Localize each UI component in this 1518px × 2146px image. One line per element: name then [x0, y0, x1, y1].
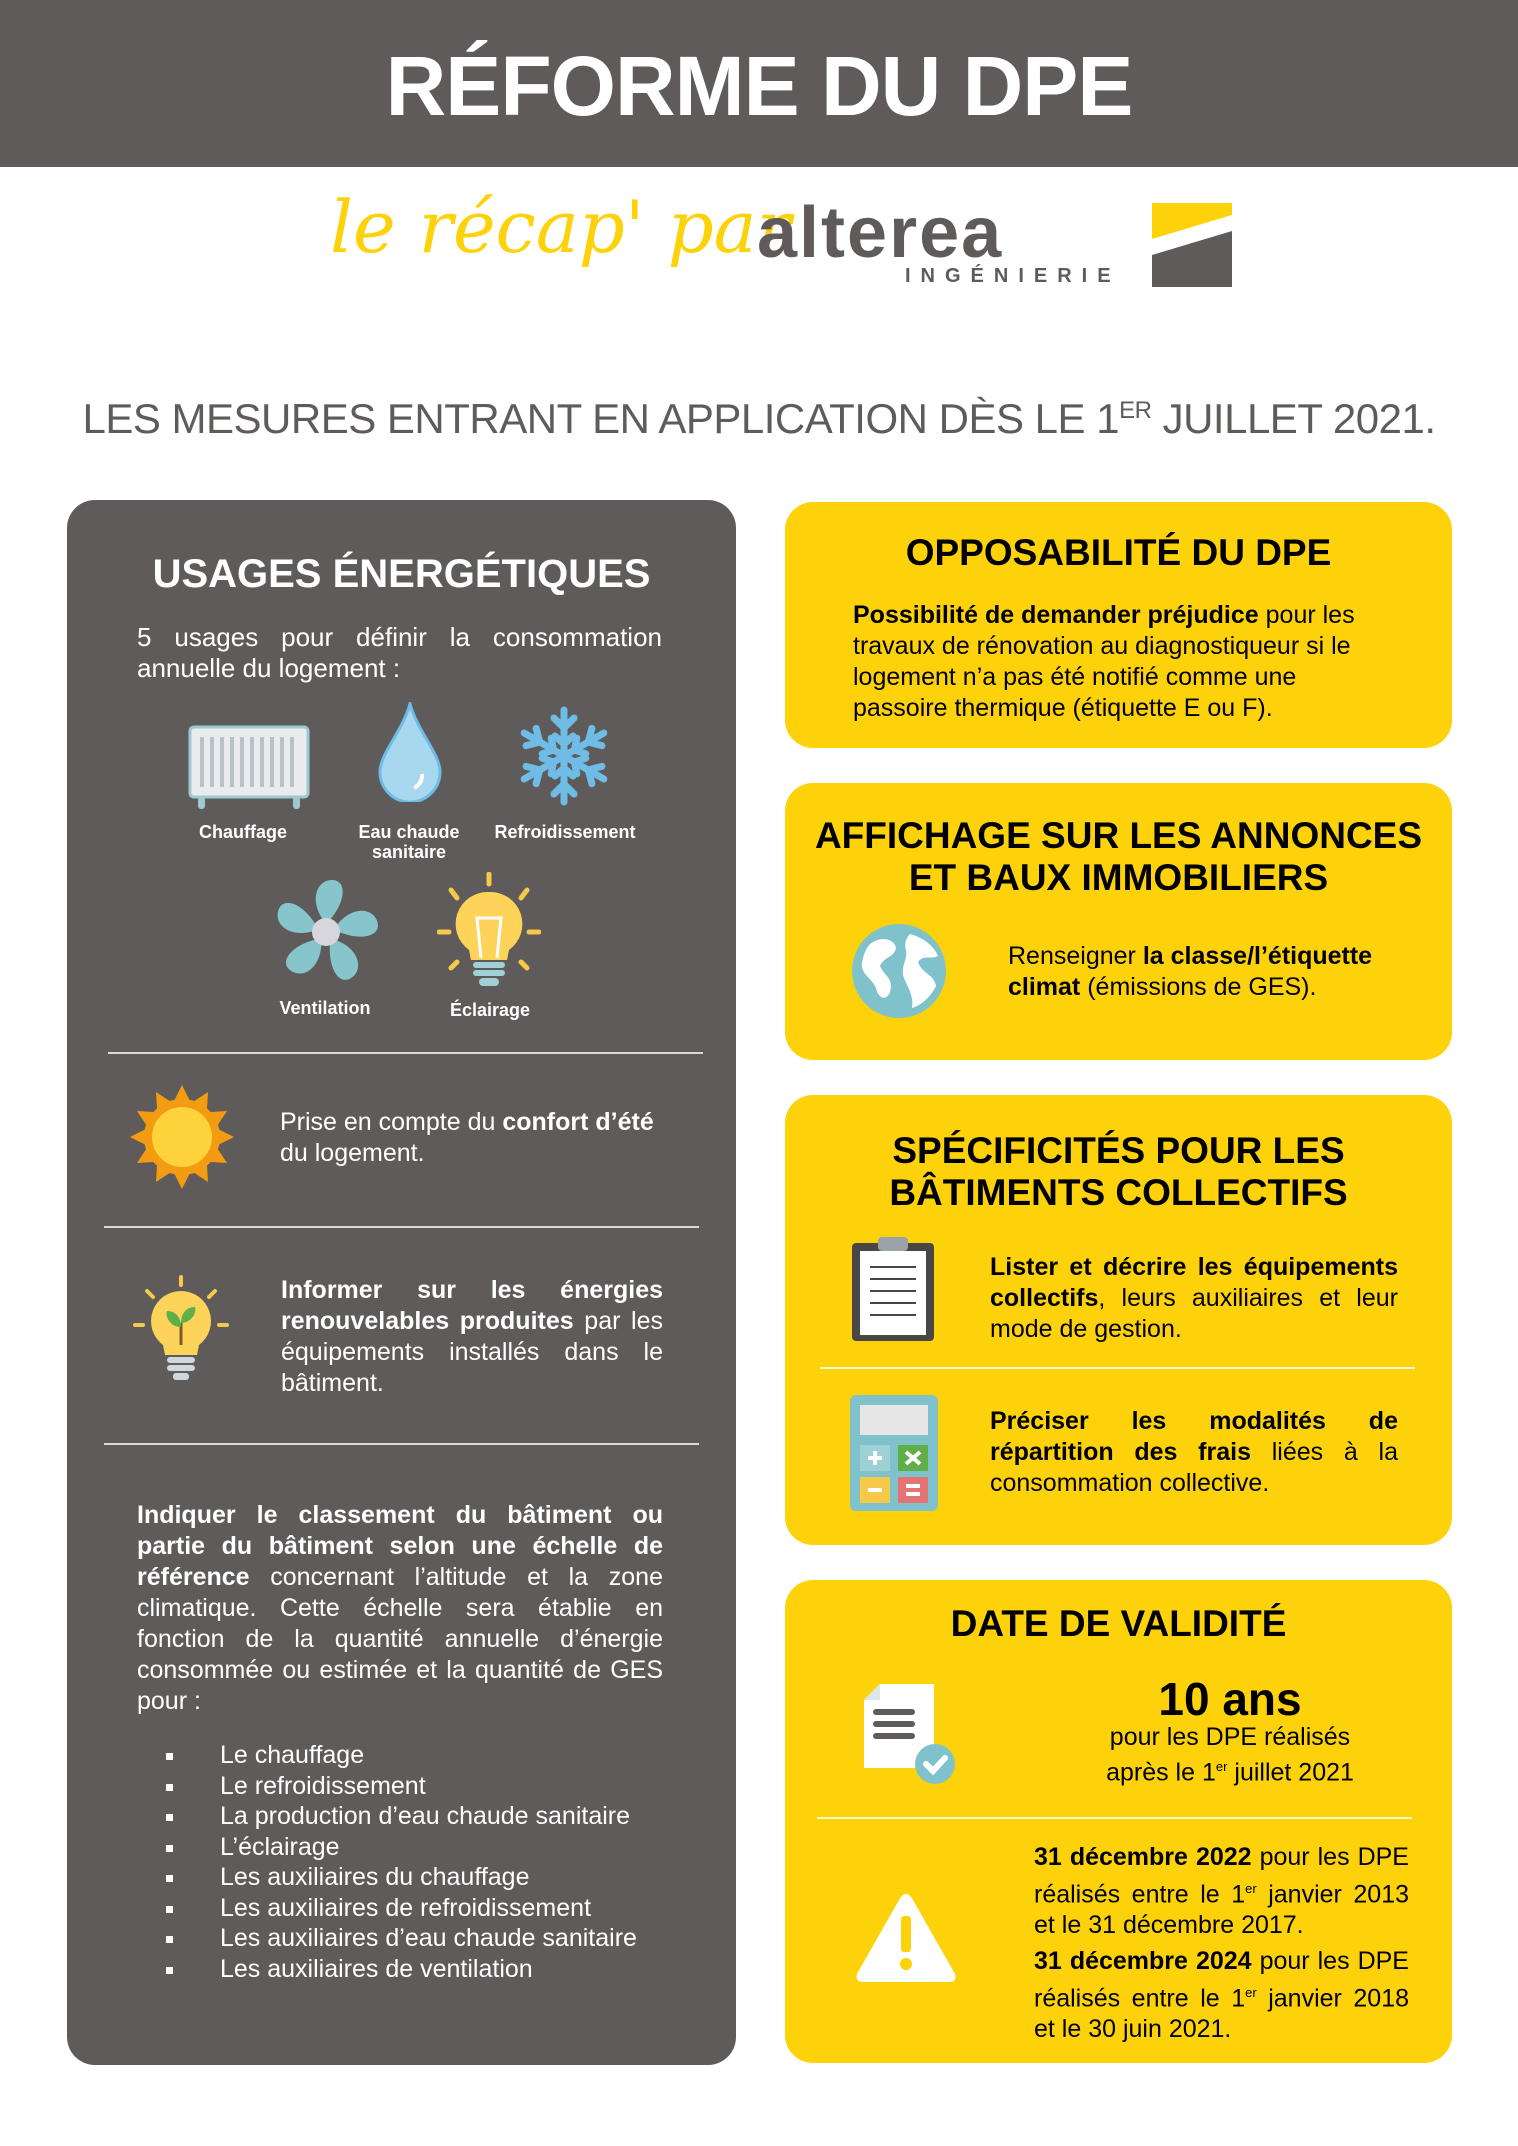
validite-title: DATE DE VALIDITÉ	[950, 1603, 1287, 1644]
validite-d1: 31 décembre 2022 pour les DPE réalisés e…	[1034, 1842, 1409, 1941]
divider	[820, 1367, 1415, 1369]
validite-line2: après le 1er juillet 2021	[1030, 1752, 1430, 1787]
opposabilite-bold: Possibilité de demander préjudice	[853, 601, 1259, 629]
fan-icon	[273, 880, 380, 984]
water-drop-icon	[378, 702, 442, 802]
page-title: RÉFORME DU DPE	[385, 39, 1134, 133]
affichage-title-line1: AFFICHAGE SUR LES ANNONCES	[814, 815, 1423, 856]
usage-label-chauffage: Chauffage	[198, 822, 287, 842]
header-bar	[0, 0, 1518, 167]
affichage-title: AFFICHAGE SUR LES ANNONCES ET BAUX IMMOBI…	[785, 815, 1452, 899]
usages-list: Le chauffage Le refroidissement La produ…	[158, 1740, 678, 1984]
list-item: Les auxiliaires d’eau chaude sanitaire	[158, 1923, 678, 1954]
collectifs-item2-bold: Préciser les modalités de répartition de…	[990, 1407, 1398, 1466]
subtitle-text-end: JUILLET 2021.	[1151, 395, 1436, 442]
validite-d1-sup: er	[1245, 1881, 1257, 1896]
affichage-pre: Renseigner	[1008, 942, 1143, 970]
tagline: le récap' par	[330, 185, 792, 269]
validite-line2a: après le 1	[1106, 1758, 1216, 1787]
collectifs-item1-bold: Lister et décrire les équipements collec…	[990, 1253, 1398, 1312]
validite-d2-b: janvier 2018 et le 30 juin 2021.	[1034, 1984, 1410, 2044]
affichage-post: (émissions de GES).	[1080, 973, 1317, 1001]
divider	[817, 1817, 1412, 1819]
divider	[104, 1443, 699, 1445]
renouvelables-bold: Informer sur les énergies renouvelables …	[281, 1276, 663, 1335]
list-item: La production d’eau chaude sanitaire	[158, 1801, 678, 1832]
validite-line2b: juillet 2021	[1227, 1758, 1354, 1787]
collectifs-item1: Lister et décrire les équipements collec…	[990, 1252, 1398, 1345]
renouvelables-post: par les équipements installés dans le bâ…	[281, 1307, 664, 1397]
validite-d1-bold: 31 décembre 2022	[1034, 1843, 1252, 1871]
validite-line1: pour les DPE réalisés	[1109, 1723, 1351, 1751]
classement-bold: Indiquer le classement du bâtiment ou pa…	[137, 1501, 663, 1591]
logo-subtitle: INGÉNIERIE	[905, 265, 1121, 287]
validite-line2sup: er	[1215, 1759, 1228, 1774]
list-item: Les auxiliaires du chauffage	[158, 1862, 678, 1893]
validite-card	[785, 1580, 1452, 2063]
collectifs-title: SPÉCIFICITÉS POUR LES BÂTIMENTS COLLECTIF…	[785, 1130, 1452, 1214]
clipboard-icon	[852, 1237, 934, 1341]
logo-wordmark: alterea	[757, 193, 1004, 273]
list-item: Le refroidissement	[158, 1771, 678, 1802]
collectifs-item1-post: , leurs auxiliaires et leur mode de gest…	[990, 1284, 1398, 1343]
list-item: Le chauffage	[158, 1740, 678, 1771]
collectifs-title-line1: SPÉCIFICITÉS POUR LES	[892, 1130, 1345, 1171]
collectifs-title-line2: BÂTIMENTS COLLECTIFS	[889, 1172, 1348, 1213]
renouvelables-text: Informer sur les énergies renouvelables …	[281, 1275, 663, 1399]
affichage-bold: la classe/l’étiquette climat	[1008, 942, 1373, 1001]
validite-d2-sup: er	[1245, 1985, 1257, 2000]
list-item: L’éclairage	[158, 1832, 678, 1863]
usage-label-ventilation: Ventilation	[279, 998, 371, 1018]
list-item: Les auxiliaires de ventilation	[158, 1954, 678, 1985]
list-item: Les auxiliaires de refroidissement	[158, 1893, 678, 1924]
sun-icon	[130, 1085, 234, 1189]
validite-big: 10 ans	[1158, 1673, 1302, 1725]
validite-d1-a: pour les DPE réalisés entre le 1	[1034, 1843, 1409, 1909]
validite-d1-b: janvier 2013 et le 31 décembre 2017.	[1034, 1880, 1410, 1940]
renewable-bulb-icon	[133, 1275, 229, 1380]
usage-label-refroidissement: Refroidissement	[494, 822, 636, 842]
validite-d2: 31 décembre 2024 pour les DPE réalisés e…	[1034, 1946, 1409, 2045]
subtitle-sup: ER	[1119, 397, 1152, 424]
classement-text: Indiquer le classement du bâtiment ou pa…	[137, 1500, 663, 1717]
confort-pre: Prise en compte du	[280, 1108, 503, 1136]
divider	[108, 1052, 703, 1054]
validite-d2-bold: 31 décembre 2024	[1034, 1947, 1252, 1975]
usage-label-eau-chaude: Eau chaude sanitaire	[358, 822, 460, 862]
snowflake-icon	[513, 706, 615, 807]
opposabilite-card	[785, 502, 1452, 748]
globe-icon	[852, 924, 946, 1018]
affichage-title-line2: ET BAUX IMMOBILIERS	[908, 857, 1329, 898]
subtitle-text: LES MESURES ENTRANT EN APPLICATION DÈS L…	[82, 395, 1120, 442]
affichage-text: Renseigner la classe/l’étiquette climat …	[1008, 941, 1418, 1003]
opposabilite-title: OPPOSABILITÉ DU DPE	[905, 532, 1332, 573]
divider	[104, 1226, 699, 1228]
document-check-icon	[864, 1684, 955, 1784]
confort-bold: confort d’été	[502, 1108, 654, 1136]
subtitle: LES MESURES ENTRANT EN APPLICATION DÈS L…	[0, 395, 1518, 443]
confort-post: du logement.	[280, 1139, 425, 1167]
opposabilite-text: Possibilité de demander préjudice pour l…	[853, 600, 1393, 724]
opposabilite-post: pour les travaux de rénovation au diagno…	[853, 601, 1355, 722]
warning-icon	[856, 1894, 956, 1982]
validite-sub: pour les DPE réalisés après le 1er juille…	[1030, 1722, 1430, 1787]
validite-d2-a: pour les DPE réalisés entre le 1	[1034, 1947, 1409, 2013]
logo-mark-icon	[1152, 203, 1232, 287]
confort-text: Prise en compte du confort d’été du loge…	[280, 1107, 670, 1169]
collectifs-item2: Préciser les modalités de répartition de…	[990, 1406, 1398, 1499]
usage-label-eclairage: Éclairage	[449, 1000, 531, 1020]
light-bulb-icon	[437, 872, 541, 986]
usages-title: USAGES ÉNERGÉTIQUES	[152, 552, 651, 596]
usages-intro: 5 usages pour définir la consommation an…	[137, 622, 662, 683]
classement-post: concernant l’altitude et la zone climati…	[137, 1563, 663, 1715]
calculator-icon	[850, 1395, 938, 1511]
radiator-icon	[188, 725, 310, 809]
collectifs-item2-post: liées à la consommation collective.	[990, 1438, 1398, 1497]
